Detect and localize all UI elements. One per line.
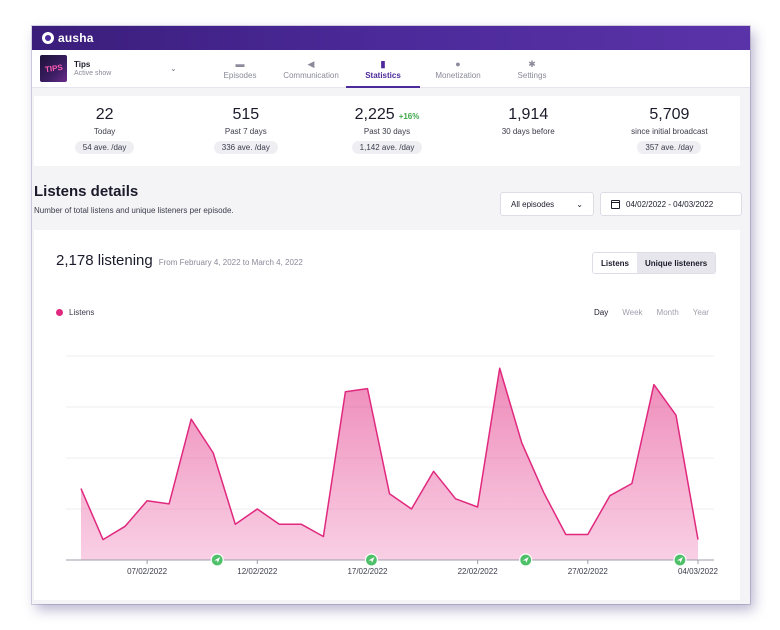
app-window: ausha TIPS Tips Active show ⌄ ▬ Episodes… <box>32 26 750 604</box>
stat-value: 22 <box>95 106 114 123</box>
tab-settings[interactable]: ✱ Settings <box>496 50 568 88</box>
stat-average-badge: 54 ave. /day <box>74 141 135 154</box>
date-range-picker[interactable]: 04/02/2022 - 04/03/2022 <box>600 192 742 216</box>
x-tick-label: 07/02/2022 <box>127 567 168 576</box>
stat-since-initial-broadcast: 5,709 since initial broadcast 357 ave. /… <box>599 96 740 166</box>
nav-tabs: ▬ Episodes ◀ Communication ▮ Statistics … <box>204 50 568 88</box>
stat-average-badge: 357 ave. /day <box>637 141 702 154</box>
tab-label: Communication <box>283 70 339 80</box>
legend-dot-icon <box>56 309 63 316</box>
gear-icon: ✱ <box>528 58 536 69</box>
tab-label: Monetization <box>435 70 481 80</box>
megaphone-icon: ◀ <box>307 58 315 69</box>
stat-average-badge: 1,142 ave. /day <box>351 141 423 154</box>
listening-total: 2,178 listening <box>56 252 153 269</box>
period-week[interactable]: Week <box>622 308 643 317</box>
period-year[interactable]: Year <box>692 308 709 317</box>
episodes-icon: ▬ <box>235 58 245 69</box>
stat-today: 22 Today 54 ave. /day <box>34 96 175 166</box>
x-tick-label: 04/03/2022 <box>678 567 719 576</box>
chevron-down-icon[interactable]: ⌄ <box>170 64 177 73</box>
listening-date-range: From February 4, 2022 to March 4, 2022 <box>158 258 303 267</box>
stat-value: 2,225 <box>354 106 395 123</box>
stat-label: Past 30 days <box>363 127 411 136</box>
period-selector: Day Week Month Year <box>594 308 709 317</box>
show-status: Active show <box>74 70 112 77</box>
stat-label: 30 days before <box>501 127 555 136</box>
stat-past-7-days: 515 Past 7 days 336 ave. /day <box>175 96 316 166</box>
stat-label: Today <box>93 127 116 136</box>
episodes-select[interactable]: All episodes ⌄ <box>500 192 594 216</box>
dollar-icon: ● <box>455 58 461 69</box>
stat-value: 515 <box>232 106 260 123</box>
episodes-select-value: All episodes <box>511 199 555 209</box>
top-nav: TIPS Tips Active show ⌄ ▬ Episodes ◀ Com… <box>32 50 750 88</box>
tab-communication[interactable]: ◀ Communication <box>276 50 346 88</box>
ausha-logo-icon <box>42 32 54 44</box>
stat-past-30-days: 2,225 +16% Past 30 days 1,142 ave. /day <box>316 96 457 166</box>
date-range-value: 04/02/2022 - 04/03/2022 <box>626 199 714 209</box>
brand-name: ausha <box>58 31 94 45</box>
legend-label: Listens <box>69 308 95 317</box>
ausha-logo[interactable]: ausha <box>42 31 94 45</box>
page-subtitle: Number of total listens and unique liste… <box>34 206 234 215</box>
stat-value: 5,709 <box>649 106 690 123</box>
toggle-listens[interactable]: Listens <box>593 253 638 273</box>
tab-monetization[interactable]: ● Monetization <box>420 50 496 88</box>
x-tick-label: 22/02/2022 <box>458 567 499 576</box>
stat-average-badge: 336 ave. /day <box>213 141 278 154</box>
listens-area-chart: 07/02/2022 12/02/2022 17/02/2022 22/02/2022… <box>66 355 719 576</box>
tab-label: Statistics <box>365 70 401 80</box>
send-icon <box>676 557 683 563</box>
send-icon <box>368 557 375 563</box>
chart-legend: Listens <box>56 308 94 317</box>
send-icon <box>522 557 529 563</box>
stats-summary: 22 Today 54 ave. /day 515 Past 7 days 33… <box>34 96 740 166</box>
send-icon <box>214 557 221 563</box>
stat-30-days-before: 1,914 30 days before <box>458 96 599 166</box>
chevron-down-icon: ⌄ <box>576 199 583 209</box>
brand-bar: ausha <box>32 26 750 50</box>
show-name: Tips <box>74 60 91 69</box>
stat-value: 1,914 <box>508 106 549 123</box>
page-title: Listens details <box>34 183 139 200</box>
tab-label: Settings <box>517 70 547 80</box>
bar-chart-icon: ▮ <box>380 58 386 69</box>
x-tick-label: 27/02/2022 <box>568 567 609 576</box>
x-tick-label: 17/02/2022 <box>347 567 388 576</box>
show-info: Tips Active show <box>74 60 111 77</box>
x-tick-label: 12/02/2022 <box>237 567 278 576</box>
calendar-icon <box>611 199 620 209</box>
period-month[interactable]: Month <box>656 308 679 317</box>
metric-toggle: Listens Unique listeners <box>592 252 717 274</box>
stat-delta-badge: +16% <box>398 112 420 121</box>
tab-statistics[interactable]: ▮ Statistics <box>346 50 420 88</box>
listens-chart-card: 2,178 listening From February 4, 2022 to… <box>34 230 740 600</box>
show-cover-image: TIPS <box>40 55 67 82</box>
stat-label: since initial broadcast <box>631 127 708 136</box>
series-area-fill <box>81 368 698 560</box>
toggle-unique-listeners[interactable]: Unique listeners <box>637 253 716 273</box>
tab-episodes[interactable]: ▬ Episodes <box>204 50 276 88</box>
stat-label: Past 7 days <box>224 127 267 136</box>
show-switcher[interactable]: TIPS Tips Active show <box>40 55 111 82</box>
series-line-listens <box>80 367 699 541</box>
show-cover-text: TIPS <box>44 62 63 75</box>
tab-label: Episodes <box>223 70 257 80</box>
period-day[interactable]: Day <box>594 308 609 317</box>
